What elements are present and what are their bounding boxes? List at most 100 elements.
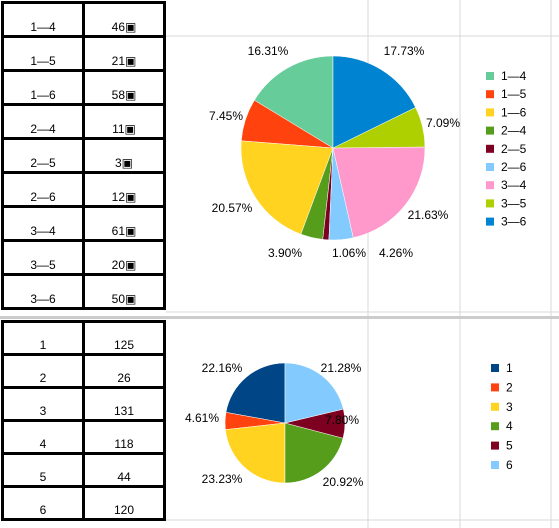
legend-swatch — [491, 461, 499, 469]
legend-swatch — [486, 163, 494, 171]
legend-label: 1—5 — [501, 87, 527, 101]
row-label: 3—6 — [30, 292, 56, 306]
row-value-cell[interactable]: 26 — [82, 353, 166, 389]
legend-swatch — [491, 422, 499, 431]
table-row: 1—6 58▣ — [1, 69, 166, 106]
legend-swatch — [491, 364, 499, 372]
row-value-cell[interactable]: 61▣ — [82, 205, 166, 242]
row-value: 20▣ — [111, 258, 137, 272]
row-label-cell[interactable]: 2 — [1, 353, 85, 389]
row-value: 118 — [114, 437, 134, 451]
row-label-cell[interactable]: 3—6 — [1, 273, 85, 310]
legend-swatch — [486, 144, 494, 153]
legend-label: 3—5 — [501, 196, 527, 210]
row-label: 1—5 — [30, 54, 56, 68]
table-row: 4 118 — [1, 419, 166, 455]
row-label: 3—4 — [30, 224, 56, 238]
legend-swatch — [486, 199, 494, 208]
chart-legend: 1—4 1—5 1—6 2—4 2—5 2—6 3—4 3—5 3—6 — [486, 69, 527, 229]
row-value-cell[interactable]: 20▣ — [82, 239, 166, 276]
slice-percent-label: 17.73% — [384, 44, 425, 58]
table-row: 1—5 21▣ — [1, 35, 166, 72]
row-value-cell[interactable]: 44 — [82, 452, 166, 488]
row-value: 120 — [113, 503, 135, 517]
row-label: 6 — [39, 503, 47, 517]
row-label: 1—6 — [30, 88, 56, 102]
table-row: 2 26 — [1, 353, 166, 389]
row-label-cell[interactable]: 1—5 — [1, 35, 85, 72]
pairs-table: 1—4 46▣ 1—5 21▣ 1—6 58▣ 2—4 11▣ 2—5 3▣ 2—6 12▣ 3—4 61… — [1, 1, 166, 310]
pie-slice — [284, 362, 344, 424]
row-value: 26 — [117, 371, 131, 385]
table-row: 2—6 12▣ — [1, 171, 166, 208]
row-value-cell[interactable]: 21▣ — [82, 35, 166, 72]
chart-legend: 1 2 3 4 5 6 — [491, 361, 513, 472]
table-row: 6 120 — [1, 485, 166, 521]
row-value: 131 — [113, 404, 135, 418]
row-value-cell[interactable]: 12▣ — [82, 171, 166, 208]
row-value-cell[interactable]: 125 — [82, 320, 166, 356]
row-label-cell[interactable]: 2—5 — [1, 137, 85, 174]
row-label: 1 — [39, 338, 47, 352]
table-row: 3—6 50▣ — [1, 273, 166, 310]
row-label-cell[interactable]: 5 — [1, 452, 85, 488]
table-row: 2—4 11▣ — [1, 103, 166, 140]
row-label-cell[interactable]: 3 — [1, 386, 85, 422]
legend-swatch — [486, 217, 494, 226]
row-value: 50▣ — [111, 292, 137, 306]
legend-swatch — [491, 441, 499, 450]
row-value-cell[interactable]: 118 — [82, 419, 166, 455]
slice-percent-label: 7.80% — [325, 413, 359, 427]
table-row: 1—4 46▣ — [1, 1, 166, 38]
table-row: 3—4 61▣ — [1, 205, 166, 242]
row-label-cell[interactable]: 2—4 — [1, 103, 85, 140]
legend-label: 1 — [506, 361, 513, 375]
pie-slice — [254, 55, 334, 149]
slice-percent-label: 3.90% — [268, 246, 302, 260]
row-label: 4 — [39, 437, 47, 451]
row-value-cell[interactable]: 120 — [82, 485, 166, 521]
row-value: 44 — [117, 470, 131, 484]
pie-slice — [332, 146, 426, 239]
row-label: 2—4 — [30, 122, 56, 136]
slice-percent-label: 4.26% — [379, 246, 413, 260]
singles-table: 1 125 2 26 3 131 4 118 5 44 6 120 — [1, 320, 166, 521]
row-label-cell[interactable]: 3—5 — [1, 239, 85, 276]
row-value: 3▣ — [114, 156, 133, 170]
row-label: 2—5 — [30, 156, 56, 170]
row-value-cell[interactable]: 58▣ — [82, 69, 166, 106]
legend-swatch — [486, 90, 494, 99]
legend-label: 5 — [506, 439, 513, 453]
row-label-cell[interactable]: 2—6 — [1, 171, 85, 208]
row-value-cell[interactable]: 11▣ — [82, 103, 166, 140]
row-label: 1—4 — [30, 20, 56, 34]
row-value-cell[interactable]: 50▣ — [82, 273, 166, 310]
row-label-cell[interactable]: 6 — [1, 485, 85, 521]
legend-label: 2—5 — [501, 142, 527, 156]
legend-label: 2 — [506, 380, 513, 394]
legend-swatch — [486, 126, 494, 135]
section-separator — [0, 316, 559, 319]
row-label-cell[interactable]: 1—4 — [1, 1, 85, 38]
row-value-cell[interactable]: 46▣ — [82, 1, 166, 38]
pie-slice — [332, 55, 416, 149]
row-label: 3 — [39, 404, 47, 418]
row-label-cell[interactable]: 1 — [1, 320, 85, 356]
row-value-cell[interactable]: 131 — [82, 386, 166, 422]
row-value-cell[interactable]: 3▣ — [82, 137, 166, 174]
row-label-cell[interactable]: 3—4 — [1, 205, 85, 242]
row-value: 11▣ — [112, 122, 136, 136]
legend-swatch — [486, 108, 494, 117]
row-label-cell[interactable]: 1—6 — [1, 69, 85, 106]
pie-slice — [225, 362, 286, 424]
slice-percent-label: 7.09% — [426, 116, 460, 130]
row-label-cell[interactable]: 4 — [1, 419, 85, 455]
legend-label: 1—4 — [501, 69, 527, 83]
slice-percent-label: 20.57% — [212, 201, 253, 215]
pie-slice — [240, 140, 334, 235]
legend-label: 3—6 — [501, 215, 527, 229]
legend-label: 2—6 — [501, 160, 527, 174]
row-value: 46▣ — [111, 20, 137, 34]
legend-swatch — [486, 72, 494, 80]
row-label: 2 — [39, 371, 47, 385]
